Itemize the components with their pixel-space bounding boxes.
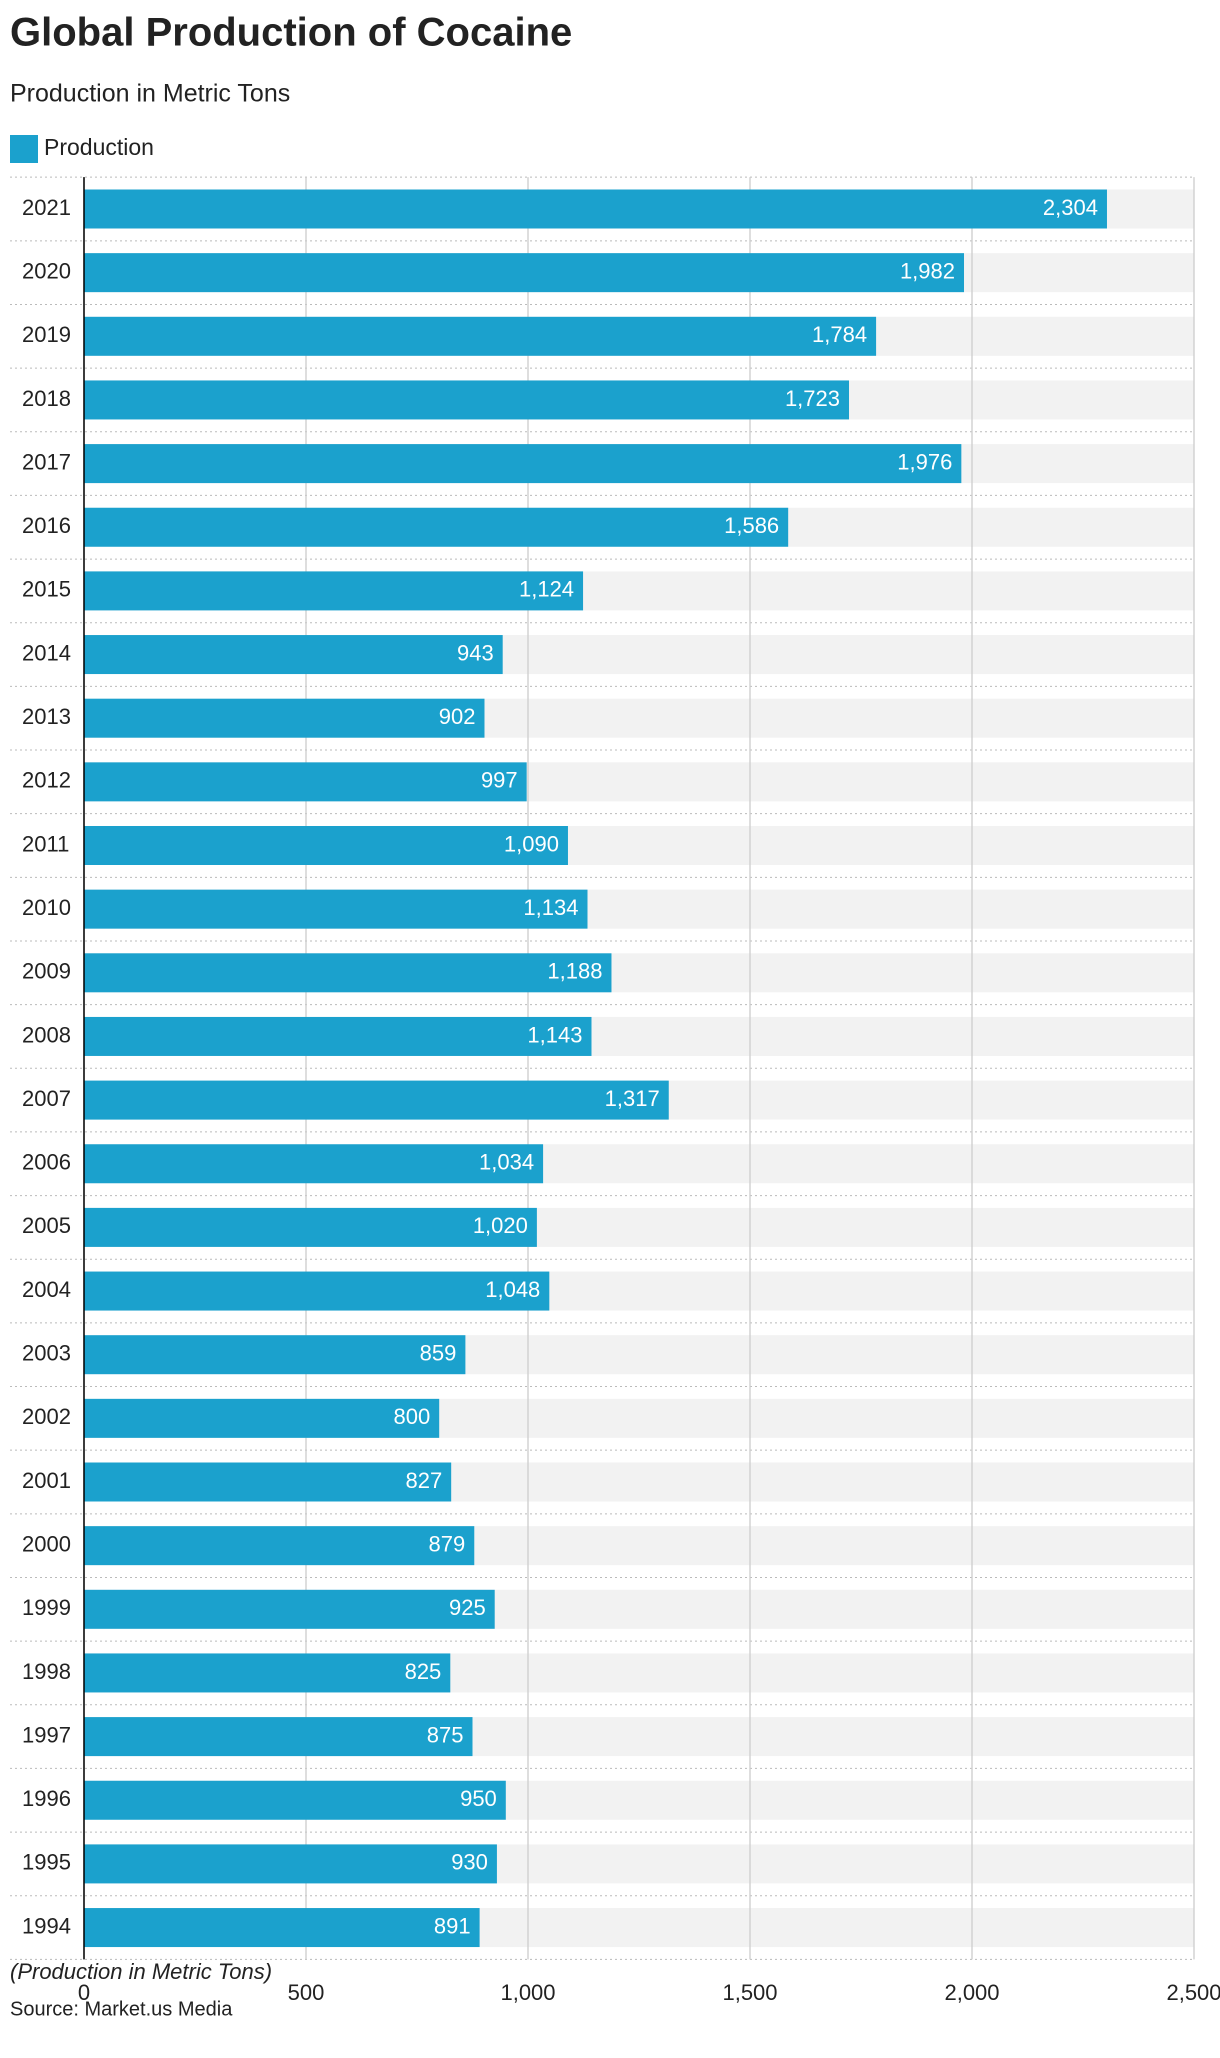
y-tick-label: 2019 (22, 322, 71, 347)
y-tick-label: 2010 (22, 895, 71, 920)
data-label: 943 (457, 640, 494, 665)
y-tick-label: 2014 (22, 640, 71, 665)
data-label: 1,188 (547, 959, 602, 984)
bar (84, 1589, 495, 1629)
footer-note: (Production in Metric Tons) (10, 1959, 272, 1984)
bar (84, 1717, 473, 1757)
bar (84, 1908, 480, 1948)
data-label: 2,304 (1043, 195, 1098, 220)
data-label: 925 (449, 1595, 486, 1620)
y-tick-label: 2012 (22, 768, 71, 793)
y-tick-label: 2017 (22, 449, 71, 474)
data-label: 1,586 (724, 513, 779, 538)
bar (84, 889, 588, 929)
y-tick-label: 2007 (22, 1086, 71, 1111)
legend-swatch (10, 135, 38, 163)
y-tick-label: 2003 (22, 1341, 71, 1366)
y-tick-label: 2002 (22, 1404, 71, 1429)
chart-subtitle: Production in Metric Tons (10, 80, 290, 108)
data-label: 1,090 (504, 831, 559, 856)
data-label: 1,048 (485, 1277, 540, 1302)
bar (84, 1144, 544, 1184)
bar (84, 1653, 451, 1693)
y-tick-label: 2004 (22, 1277, 71, 1302)
bar (84, 1398, 440, 1438)
bar (84, 1780, 506, 1820)
data-label: 930 (451, 1850, 488, 1875)
bar (84, 1462, 452, 1502)
y-tick-label: 2005 (22, 1213, 71, 1238)
bar (84, 1526, 475, 1566)
data-label: 1,034 (479, 1150, 534, 1175)
y-tick-label: 2016 (22, 513, 71, 538)
bar (84, 1335, 466, 1375)
bar (84, 189, 1107, 229)
data-label: 800 (393, 1404, 430, 1429)
bar (84, 1271, 550, 1311)
bar (84, 1080, 669, 1120)
data-label: 950 (460, 1786, 497, 1811)
data-label: 1,020 (473, 1213, 528, 1238)
x-tick-label: 0 (78, 1980, 90, 2005)
data-label: 891 (434, 1913, 471, 1938)
bar (84, 316, 877, 356)
bar (84, 953, 612, 993)
y-tick-label: 2020 (22, 258, 71, 283)
bar (84, 762, 527, 802)
data-label: 859 (420, 1341, 457, 1366)
bar (84, 444, 962, 484)
bar (84, 571, 584, 611)
data-label: 879 (429, 1531, 466, 1556)
bar (84, 635, 503, 675)
y-tick-label: 2009 (22, 959, 71, 984)
x-tick-label: 500 (288, 1980, 325, 2005)
y-tick-label: 1999 (22, 1595, 71, 1620)
data-label: 1,143 (527, 1022, 582, 1047)
bar (84, 826, 568, 865)
y-tick-label: 2008 (22, 1022, 71, 1047)
source: Source: Market.us Media (10, 1998, 233, 2020)
data-label: 1,124 (519, 577, 574, 602)
x-tick-label: 1,000 (500, 1980, 555, 2005)
data-label: 1,982 (900, 258, 955, 283)
y-tick-label: 2011 (22, 831, 69, 856)
data-label: 825 (405, 1659, 442, 1684)
y-tick-label: 2015 (22, 577, 71, 602)
bar (84, 1207, 537, 1247)
y-tick-label: 1994 (22, 1913, 71, 1938)
y-tick-label: 2000 (22, 1531, 71, 1556)
y-tick-label: 1997 (22, 1722, 71, 1747)
data-label: 1,134 (523, 895, 578, 920)
x-tick-label: 2,500 (1166, 1980, 1220, 2005)
chart-title: Global Production of Cocaine (10, 11, 572, 55)
y-tick-label: 2001 (22, 1468, 71, 1493)
bar (84, 380, 850, 420)
data-label: 827 (405, 1468, 442, 1493)
data-label: 875 (427, 1722, 464, 1747)
y-tick-label: 2018 (22, 386, 71, 411)
y-tick-label: 2021 (22, 195, 71, 220)
data-label: 997 (481, 768, 518, 793)
y-tick-label: 2013 (22, 704, 71, 729)
bar (84, 253, 965, 293)
bar (84, 1844, 497, 1884)
x-tick-label: 1,500 (722, 1980, 777, 2005)
data-label: 1,723 (785, 386, 840, 411)
x-tick-label: 2,000 (944, 1980, 999, 2005)
data-label: 1,784 (812, 322, 867, 347)
data-label: 902 (439, 704, 476, 729)
y-tick-label: 2006 (22, 1150, 71, 1175)
legend-label: Production (44, 134, 154, 160)
y-tick-label: 1996 (22, 1786, 71, 1811)
y-tick-label: 1998 (22, 1659, 71, 1684)
bar (84, 1016, 592, 1056)
bar (84, 698, 485, 738)
y-tick-label: 1995 (22, 1850, 71, 1875)
data-label: 1,317 (605, 1086, 660, 1111)
data-label: 1,976 (897, 449, 952, 474)
bar (84, 507, 789, 547)
